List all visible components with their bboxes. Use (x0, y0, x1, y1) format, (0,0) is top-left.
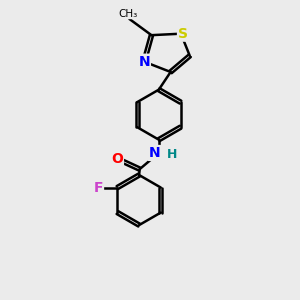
Text: N: N (138, 55, 150, 69)
Text: O: O (111, 152, 123, 166)
Text: F: F (94, 181, 103, 194)
Text: H: H (167, 148, 177, 161)
Text: N: N (148, 146, 160, 160)
Text: CH₃: CH₃ (118, 9, 137, 19)
Text: S: S (178, 27, 188, 41)
